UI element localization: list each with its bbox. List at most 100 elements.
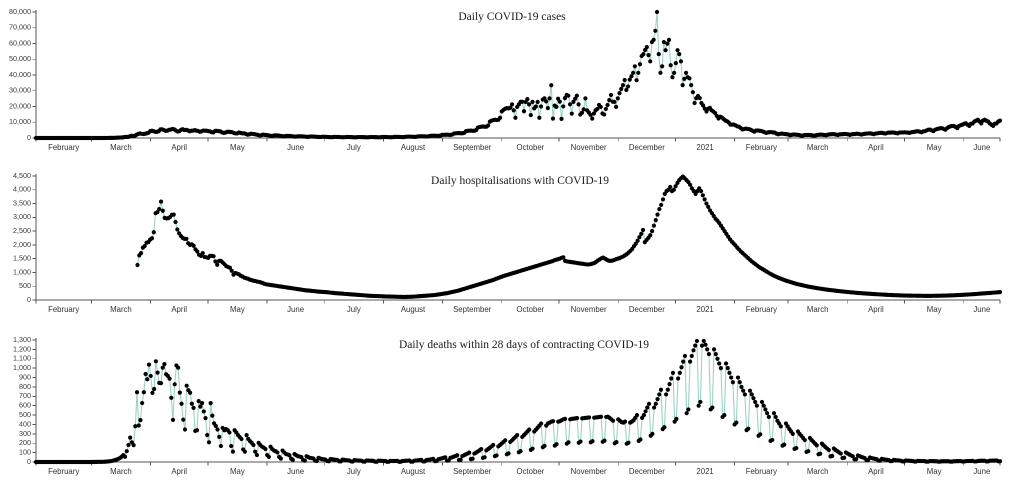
x-axis-label: February	[48, 305, 79, 314]
x-axis-label: August	[401, 305, 426, 314]
series-markers	[33, 9, 1003, 141]
y-axis-label: 50,000	[9, 54, 31, 63]
x-axis-label: April	[868, 305, 884, 314]
y-axis-label: 80,000	[9, 7, 31, 16]
y-axis-label: 0	[27, 133, 31, 142]
x-axis-label: April	[171, 305, 187, 314]
x-axis-label: 2021	[696, 305, 713, 314]
x-axis-label: March	[807, 143, 829, 152]
y-axis-label: 1,100	[13, 354, 31, 363]
x-axis-label: April	[171, 467, 187, 476]
y-axis-label: 800	[19, 382, 31, 391]
x-axis-label: November	[571, 143, 607, 152]
x-axis-label: October	[517, 467, 545, 476]
y-axis-label: 1,000	[13, 267, 31, 276]
chart-title: Daily hospitalisations with COVID-19	[431, 175, 609, 187]
x-axis-label: May	[230, 305, 245, 314]
chart-panel-daily-deaths: 0 100 200 300 400 500 600 700 800 900 1,000 1,100 1,…	[0, 326, 1024, 488]
y-axis-label: 500	[19, 410, 31, 419]
chart-panel-daily-hospitalisations: 0 500 1,000 1,500 2,000 2,500 3,000 3,500 4,000 4…	[0, 164, 1024, 326]
y-axis-label: 300	[19, 429, 31, 438]
y-axis-label: 20,000	[9, 101, 31, 110]
y-axis-label: 600	[19, 401, 31, 410]
x-axis-label: July	[347, 467, 361, 476]
x-axis-label: August	[401, 143, 426, 152]
series-markers	[33, 338, 1003, 465]
y-axis-label: 2,000	[13, 240, 31, 249]
x-axis-label: May	[927, 467, 942, 476]
series-line	[136, 175, 1001, 298]
y-axis-label: 3,000	[13, 212, 31, 221]
series-line	[36, 11, 1001, 139]
y-axis-label: 0	[27, 457, 31, 466]
y-axis-label: 30,000	[9, 86, 31, 95]
x-axis-label: July	[347, 143, 361, 152]
y-axis-label: 70,000	[9, 23, 31, 32]
x-axis-label: December	[629, 143, 665, 152]
x-axis-label: February	[746, 467, 777, 476]
x-axis-label: September	[453, 467, 492, 476]
y-axis-label: 100	[19, 448, 31, 457]
x-axis-label: November	[571, 467, 607, 476]
y-axis-label: 200	[19, 438, 31, 447]
x-axis-label: April	[868, 467, 884, 476]
y-axis-label: 60,000	[9, 38, 31, 47]
x-axis-label: December	[629, 305, 665, 314]
x-axis-label: September	[453, 305, 492, 314]
x-axis-label: June	[287, 305, 304, 314]
x-axis-label: March	[110, 305, 132, 314]
daily-hospitalisations-chart: 0 500 1,000 1,500 2,000 2,500 3,000 3,500 4,000 4…	[13, 171, 1003, 314]
y-axis-label: 900	[19, 372, 31, 381]
y-axis-label: 700	[19, 391, 31, 400]
daily-cases-chart: 0 10,000 20,000 30,000 40,000 50,000 60,000 70,…	[9, 7, 1003, 152]
x-axis-label: October	[517, 143, 545, 152]
x-axis-label: September	[453, 143, 492, 152]
x-axis-label: June	[973, 143, 990, 152]
y-axis-label: 4,000	[13, 185, 31, 194]
x-axis-label: June	[973, 305, 990, 314]
y-axis-label: 1,200	[13, 344, 31, 353]
x-axis-label: December	[629, 467, 665, 476]
chart-panel-daily-cases: 0 10,000 20,000 30,000 40,000 50,000 60,000 70,…	[0, 0, 1024, 164]
x-axis-label: March	[110, 467, 132, 476]
chart-title: Daily deaths within 28 days of contracti…	[399, 339, 649, 351]
x-axis-label: February	[746, 143, 777, 152]
x-axis-label: May	[927, 305, 942, 314]
x-axis-label: February	[48, 467, 79, 476]
series-line	[36, 339, 1000, 463]
x-axis-label: 2021	[696, 467, 713, 476]
daily-deaths-chart: 01002003004005006007008009001,0001,1001,…	[13, 335, 1003, 476]
x-axis-label: April	[868, 143, 884, 152]
x-axis-label: June	[287, 143, 304, 152]
y-axis-label: 1,300	[13, 335, 31, 344]
y-axis-label: 1,500	[13, 254, 31, 263]
x-axis-label: 2021	[696, 143, 713, 152]
x-axis-label: February	[746, 305, 777, 314]
x-axis-label: March	[110, 143, 132, 152]
x-axis-label: June	[973, 467, 990, 476]
y-axis-label: 400	[19, 419, 31, 428]
x-axis-label: May	[927, 143, 942, 152]
y-axis-label: 0	[27, 295, 31, 304]
x-axis-label: August	[401, 467, 426, 476]
series-markers	[135, 174, 1003, 300]
x-axis-label: October	[517, 305, 545, 314]
x-axis-label: June	[287, 467, 304, 476]
y-axis-label: 40,000	[9, 70, 31, 79]
y-axis-label: 10,000	[9, 117, 31, 126]
x-axis-label: April	[171, 143, 187, 152]
y-axis-label: 500	[19, 281, 31, 290]
x-axis-label: May	[230, 143, 245, 152]
x-axis-label: November	[571, 305, 607, 314]
x-axis-label: July	[347, 305, 361, 314]
x-axis-label: February	[48, 143, 79, 152]
y-axis-label: 2,500	[13, 226, 31, 235]
y-axis-label: 1,000	[13, 363, 31, 372]
y-axis-label: 3,500	[13, 198, 31, 207]
x-axis-label: March	[807, 305, 829, 314]
chart-title: Daily COVID-19 cases	[458, 11, 566, 23]
x-axis-label: May	[230, 467, 245, 476]
y-axis-label: 4,500	[13, 171, 31, 180]
x-axis-label: March	[807, 467, 829, 476]
